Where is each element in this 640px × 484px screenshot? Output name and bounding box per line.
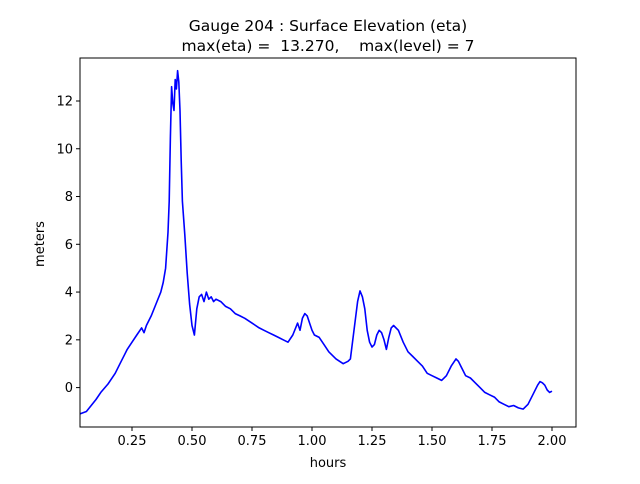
- x-tick-label: 1.00: [298, 434, 327, 449]
- y-tick-label: 8: [65, 190, 73, 205]
- x-tick-label: 1.25: [358, 434, 387, 449]
- y-axis-label: meters: [33, 221, 48, 267]
- y-tick-label: 4: [65, 286, 73, 301]
- x-tick-label: 1.75: [478, 434, 507, 449]
- y-tick-label: 12: [56, 94, 73, 109]
- x-tick-label: 2.00: [538, 434, 567, 449]
- series-line-0: [79, 69, 553, 415]
- y-tick-label: 0: [65, 381, 73, 396]
- x-tick-label: 0.75: [238, 434, 267, 449]
- axes-frame: [79, 57, 577, 428]
- x-tick-label: 0.25: [118, 434, 147, 449]
- x-tick-label: 1.50: [418, 434, 447, 449]
- plot-area: 0.25 0.50 0.75 1.00 1.25 1.50 1.75 2.00 0 2 4 6 8 10 1…: [56, 57, 577, 449]
- y-tick-label: 2: [65, 333, 73, 348]
- y-tick-label: 10: [56, 142, 73, 157]
- y-tick-label: 6: [65, 238, 73, 253]
- chart-title: Gauge 204 : Surface Elevation (eta): [189, 17, 467, 35]
- x-axis-label: hours: [310, 456, 347, 471]
- chart-subtitle: max(eta) = 13.270, max(level) = 7: [181, 37, 474, 55]
- x-tick-label: 0.50: [178, 434, 207, 449]
